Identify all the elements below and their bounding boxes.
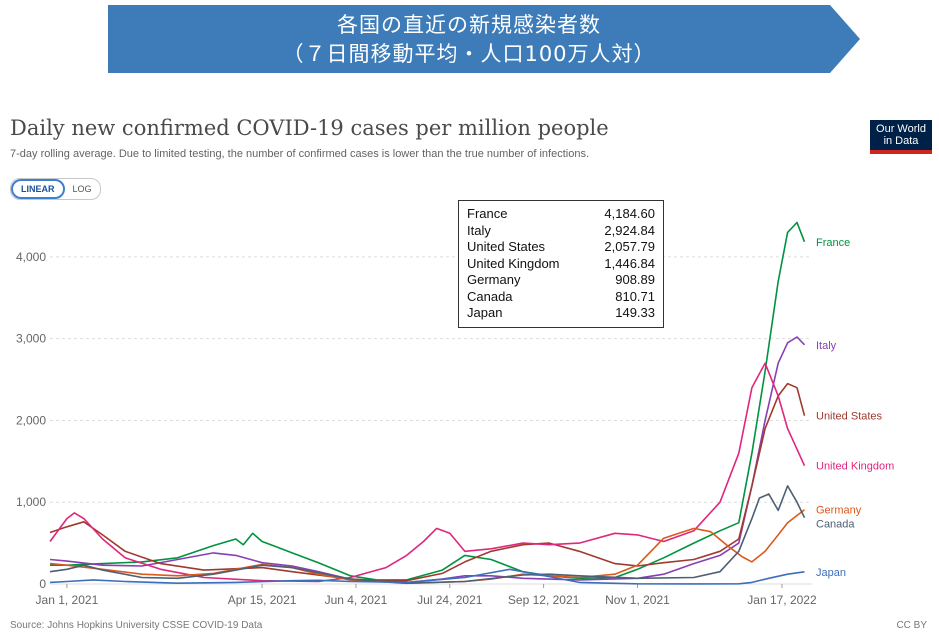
tooltip-value: 1,446.84 — [604, 255, 655, 271]
series-label-united-states: United States — [816, 411, 883, 423]
owid-logo[interactable]: Our World in Data — [870, 120, 932, 154]
tooltip-country: Germany — [467, 272, 521, 287]
series-label-united-kingdom: United Kingdom — [816, 461, 894, 473]
tooltip-country: United Kingdom — [467, 255, 560, 271]
tooltip-row: Germany 908.89 — [467, 272, 655, 289]
tooltip-value: 4,184.60 — [604, 206, 655, 221]
series-line-united-states — [49, 382, 806, 582]
tooltip-value: 2,057.79 — [604, 239, 655, 254]
license-note: CC BY — [896, 620, 927, 631]
y-tick-label: 1,000 — [16, 495, 46, 509]
tooltip-value: 810.71 — [615, 288, 655, 304]
series-line-japan — [49, 568, 805, 585]
line-chart: 0 1,000 2,000 3,000 4,000 Jan 1, 2021 Apr 15, … — [16, 221, 894, 607]
source-note: Source: Johns Hopkins University CSSE CO… — [10, 620, 263, 631]
series-label-italy: Italy — [816, 340, 837, 352]
y-tick-label: 2,000 — [16, 413, 46, 427]
logo-line-2: in Data — [883, 135, 919, 147]
x-tick-label: Apr 15, 2021 — [228, 593, 297, 607]
series-line-france — [50, 221, 806, 581]
banner-text: 各国の直近の新規感染者数 （７日間移動平均・人口100万人対） — [108, 5, 830, 73]
banner-arrow-shape — [108, 5, 860, 73]
tooltip-country: Japan — [467, 305, 503, 320]
tooltip-country: France — [467, 206, 508, 221]
x-tick-label: Jun 4, 2021 — [325, 593, 388, 607]
linear-scale-button[interactable]: LINEAR — [11, 179, 65, 199]
logo-line-1: Our World — [876, 123, 926, 135]
series-line-germany — [49, 509, 805, 585]
tooltip-row: United States 2,057.79 — [467, 239, 655, 256]
tooltip-row: France 4,184.60 — [467, 206, 655, 223]
series-label-japan: Japan — [816, 567, 846, 579]
tooltip-row: Canada 810.71 — [467, 289, 655, 306]
chart-subtitle: 7-day rolling average. Due to limited te… — [10, 148, 590, 160]
scale-toggle: LINEAR LOG — [10, 178, 101, 200]
tooltip-country: United States — [467, 239, 546, 254]
x-tick-label: Sep 12, 2021 — [508, 593, 580, 607]
y-tick-label: 0 — [39, 577, 46, 591]
tooltip-country: Italy — [467, 222, 491, 238]
banner-line-1: 各国の直近の新規感染者数 — [337, 13, 601, 37]
log-scale-button[interactable]: LOG — [72, 184, 92, 194]
x-tick-label: Jan 17, 2022 — [747, 593, 817, 607]
series-label-canada: Canada — [816, 519, 855, 531]
tooltip-country: Canada — [467, 288, 513, 304]
series-line-canada — [49, 485, 806, 585]
x-tick-label: Jan 1, 2021 — [36, 593, 99, 607]
tooltip-row: United Kingdom 1,446.84 — [467, 256, 655, 273]
x-tick-label: Nov 1, 2021 — [605, 593, 670, 607]
y-tick-label: 4,000 — [16, 250, 46, 264]
hover-tooltip: France 4,184.60 Italy 2,924.84 United States… — [458, 200, 664, 328]
y-tick-label: 3,000 — [16, 332, 46, 346]
series-label-germany: Germany — [816, 505, 862, 517]
tooltip-row: Japan 149.33 — [467, 305, 655, 322]
tooltip-value: 149.33 — [615, 305, 655, 320]
tooltip-value: 908.89 — [615, 272, 655, 287]
tooltip-row: Italy 2,924.84 — [467, 223, 655, 240]
chart-title: Daily new confirmed COVID-19 cases per m… — [10, 116, 609, 140]
x-tick-label: Jul 24, 2021 — [417, 593, 483, 607]
banner-line-2: （７日間移動平均・人口100万人対） — [282, 42, 656, 66]
title-banner: 各国の直近の新規感染者数 （７日間移動平均・人口100万人対） — [108, 5, 860, 73]
tooltip-value: 2,924.84 — [604, 222, 655, 238]
series-label-france: France — [816, 237, 850, 249]
series-line-united-kingdom — [49, 362, 806, 583]
series-line-italy — [49, 336, 806, 584]
